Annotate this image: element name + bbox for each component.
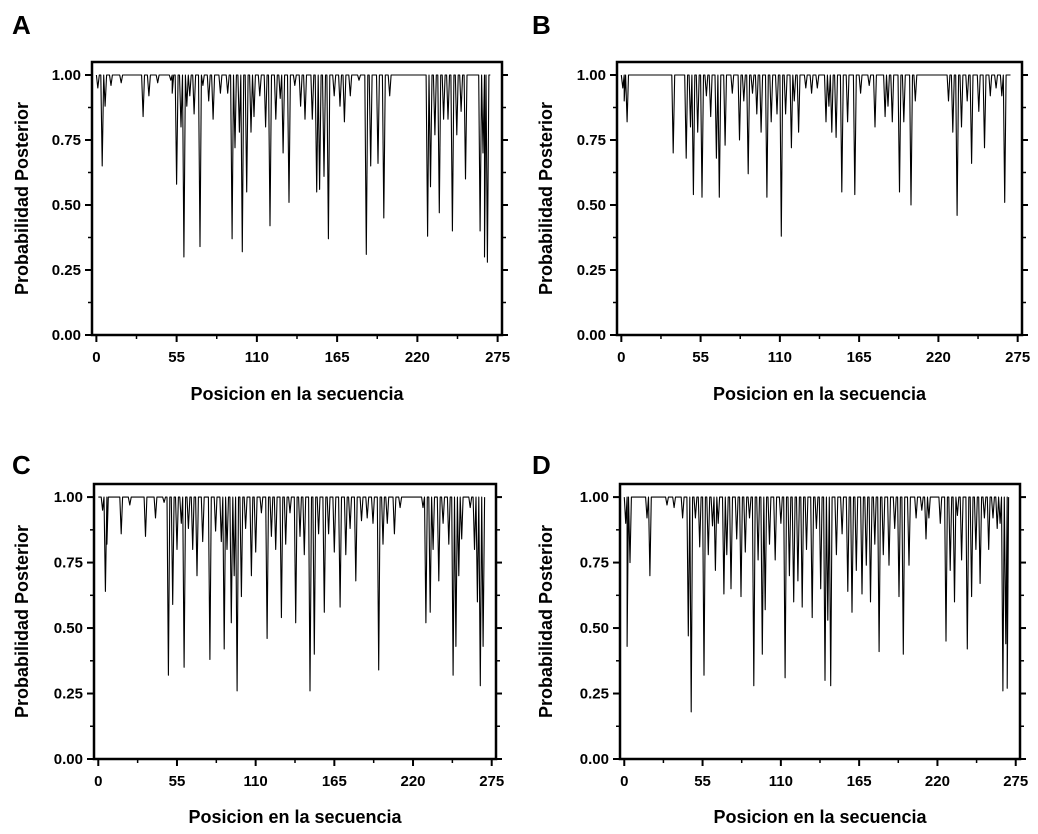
x-tick-label: 220 <box>401 773 426 790</box>
x-tick-label: 0 <box>617 349 625 366</box>
panel-letter: B <box>532 10 551 40</box>
y-tick-label: 0.25 <box>580 686 609 703</box>
y-axis-title: Probabilidad Posterior <box>536 102 556 295</box>
y-tick-label: 0.75 <box>54 555 83 572</box>
x-tick-label: 55 <box>692 349 709 366</box>
series-line <box>620 74 1011 237</box>
y-tick-label: 0.75 <box>52 132 81 149</box>
y-axis-title: Probabilidad Posterior <box>536 525 556 718</box>
x-tick-label: 220 <box>925 773 950 790</box>
y-tick-label: 1.00 <box>580 489 609 506</box>
panel-letter: A <box>12 10 31 40</box>
panel-letter: D <box>532 450 551 480</box>
panel-a: A 0.00 0.25 0.50 0.75 1.00 0 55 110 165 220 275 Posi… <box>12 10 510 404</box>
y-tick-label: 0.00 <box>577 327 606 344</box>
y-tick-label: 0.75 <box>580 555 609 572</box>
x-axis-title: Posicion en la secuencia <box>188 807 402 827</box>
x-tick-label: 110 <box>768 349 792 366</box>
y-tick-label: 1.00 <box>54 489 83 506</box>
x-tick-label: 165 <box>322 773 347 790</box>
y-tick-label: 0.00 <box>52 327 81 344</box>
x-axis-title: Posicion en la secuencia <box>190 384 404 404</box>
y-axis-title: Probabilidad Posterior <box>12 525 32 718</box>
y-tick-label: 1.00 <box>52 67 81 84</box>
x-axis-title: Posicion en la secuencia <box>713 807 927 827</box>
x-tick-label: 110 <box>769 773 793 790</box>
y-tick-label: 0.25 <box>52 262 81 279</box>
x-axis-title: Posicion en la secuencia <box>713 384 927 404</box>
x-tick-label: 0 <box>94 773 102 790</box>
y-tick-label: 0.25 <box>577 262 606 279</box>
x-tick-label: 275 <box>479 773 504 790</box>
panel-b: B 0.00 0.25 0.50 0.75 1.00 0 55 110 165 220 275 Posi… <box>532 10 1030 404</box>
x-tick-label: 275 <box>1003 773 1028 790</box>
x-tick-label: 55 <box>694 773 711 790</box>
x-tick-label: 275 <box>1005 349 1030 366</box>
y-tick-label: 0.50 <box>580 620 609 637</box>
x-tick-label: 220 <box>926 349 951 366</box>
series-line <box>95 74 491 263</box>
y-tick-label: 0.50 <box>54 620 83 637</box>
y-tick-label: 0.50 <box>52 197 81 214</box>
y-tick-label: 0.25 <box>54 686 83 703</box>
x-tick-label: 165 <box>325 349 350 366</box>
y-tick-label: 0.50 <box>577 197 606 214</box>
y-tick-label: 1.00 <box>577 67 606 84</box>
x-tick-label: 55 <box>168 349 185 366</box>
x-tick-label: 0 <box>620 773 628 790</box>
x-tick-label: 220 <box>405 349 430 366</box>
panel-c: C 0.00 0.25 0.50 0.75 1.00 0 55 110 165 220 275 Posi… <box>12 450 504 827</box>
x-tick-label: 275 <box>485 349 510 366</box>
y-tick-label: 0.00 <box>580 751 609 768</box>
x-tick-label: 165 <box>847 349 872 366</box>
series-line <box>98 496 486 692</box>
x-tick-label: 55 <box>169 773 186 790</box>
x-tick-label: 110 <box>245 349 269 366</box>
y-axis-title: Probabilidad Posterior <box>12 102 32 295</box>
x-tick-label: 165 <box>847 773 872 790</box>
x-tick-label: 0 <box>92 349 100 366</box>
y-tick-label: 0.00 <box>54 751 83 768</box>
series-line <box>623 496 1010 713</box>
x-tick-label: 110 <box>244 773 268 790</box>
panel-letter: C <box>12 450 31 480</box>
panel-d: D 0.00 0.25 0.50 0.75 1.00 0 55 110 165 220 275 Posi… <box>532 450 1028 827</box>
y-tick-label: 0.75 <box>577 132 606 149</box>
